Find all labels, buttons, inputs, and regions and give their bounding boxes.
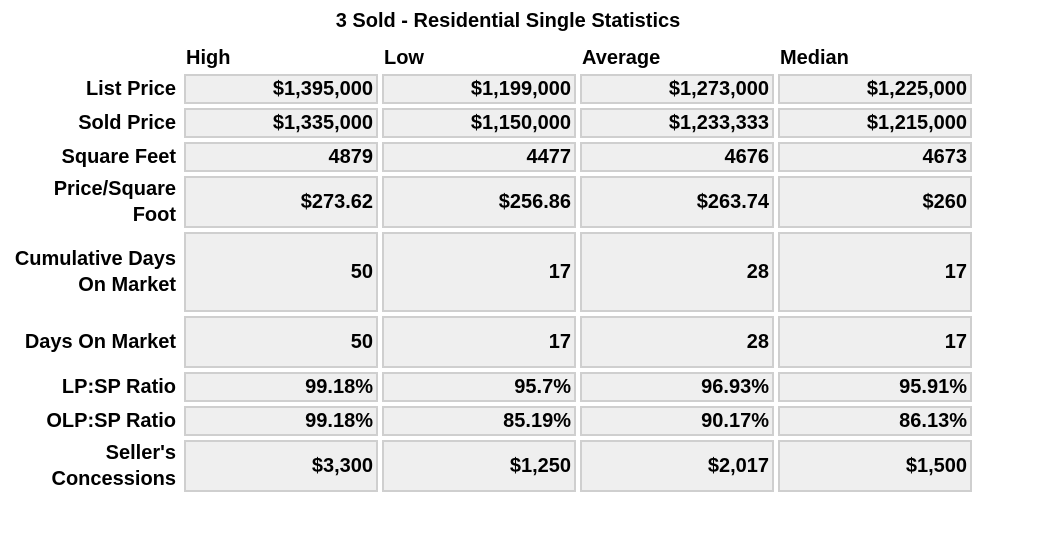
table-row: List Price $1,395,000 $1,199,000 $1,273,…: [14, 74, 972, 104]
table-cell: $1,500: [778, 440, 972, 492]
table-cell: 50: [184, 232, 378, 312]
table-cell: $1,199,000: [382, 74, 576, 104]
table-cell: $260: [778, 176, 972, 228]
table-cell: 17: [778, 232, 972, 312]
header-row: High Low Average Median: [14, 42, 972, 70]
row-label: Seller's Concessions: [51, 442, 176, 490]
table-cell: $1,335,000: [184, 108, 378, 138]
table-cell: 85.19%: [382, 406, 576, 436]
table-cell: $273.62: [184, 176, 378, 228]
table-cell: 86.13%: [778, 406, 972, 436]
row-label: List Price: [85, 78, 176, 100]
table-row: Square Feet 4879 4477 4676 4673: [14, 142, 972, 172]
table-cell: 96.93%: [580, 372, 774, 402]
statistics-table: High Low Average Median List Price $1,39…: [10, 38, 976, 496]
table-cell: 17: [382, 232, 576, 312]
table-cell: 28: [580, 232, 774, 312]
column-header-average: Average: [582, 47, 661, 69]
table-row: Sold Price $1,335,000 $1,150,000 $1,233,…: [14, 108, 972, 138]
table-cell: $1,273,000: [580, 74, 774, 104]
table-cell: 17: [778, 316, 972, 368]
corner-cell: [14, 42, 180, 70]
table-cell: 4879: [184, 142, 378, 172]
table-cell: $1,250: [382, 440, 576, 492]
table-cell: 4673: [778, 142, 972, 172]
table-cell: 99.18%: [184, 406, 378, 436]
column-header-high: High: [186, 47, 231, 69]
table-cell: $1,150,000: [382, 108, 576, 138]
table-row: LP:SP Ratio 99.18% 95.7% 96.93% 95.91%: [14, 372, 972, 402]
table-cell: $3,300: [184, 440, 378, 492]
table-cell: $1,395,000: [184, 74, 378, 104]
table-cell: 50: [184, 316, 378, 368]
table-cell: $1,215,000: [778, 108, 972, 138]
table-cell: $2,017: [580, 440, 774, 492]
column-header-low: Low: [384, 47, 424, 69]
row-label: Sold Price: [78, 112, 176, 134]
table-cell: 99.18%: [184, 372, 378, 402]
row-label: Cumulative Days On Market: [14, 248, 176, 296]
row-label: Days On Market: [24, 331, 176, 353]
column-header-median: Median: [780, 47, 849, 69]
table-row: OLP:SP Ratio 99.18% 85.19% 90.17% 86.13%: [14, 406, 972, 436]
table-cell: 4477: [382, 142, 576, 172]
row-label: LP:SP Ratio: [61, 376, 176, 398]
table-cell: 4676: [580, 142, 774, 172]
table-cell: 90.17%: [580, 406, 774, 436]
row-label: Price/Square Foot: [53, 178, 176, 226]
table-cell: 95.91%: [778, 372, 972, 402]
row-label: Square Feet: [61, 146, 176, 168]
table-cell: 28: [580, 316, 774, 368]
table-cell: 17: [382, 316, 576, 368]
table-cell: 95.7%: [382, 372, 576, 402]
table-cell: $1,225,000: [778, 74, 972, 104]
table-row: Price/Square Foot $273.62 $256.86 $263.7…: [14, 176, 972, 228]
table-row: Days On Market 50 17 28 17: [14, 316, 972, 368]
row-label: OLP:SP Ratio: [46, 410, 176, 432]
table-row: Seller's Concessions $3,300 $1,250 $2,01…: [14, 440, 972, 492]
table-cell: $256.86: [382, 176, 576, 228]
page-title: 3 Sold - Residential Single Statistics: [335, 10, 681, 32]
table-cell: $1,233,333: [580, 108, 774, 138]
table-cell: $263.74: [580, 176, 774, 228]
table-row: Cumulative Days On Market 50 17 28 17: [14, 232, 972, 312]
